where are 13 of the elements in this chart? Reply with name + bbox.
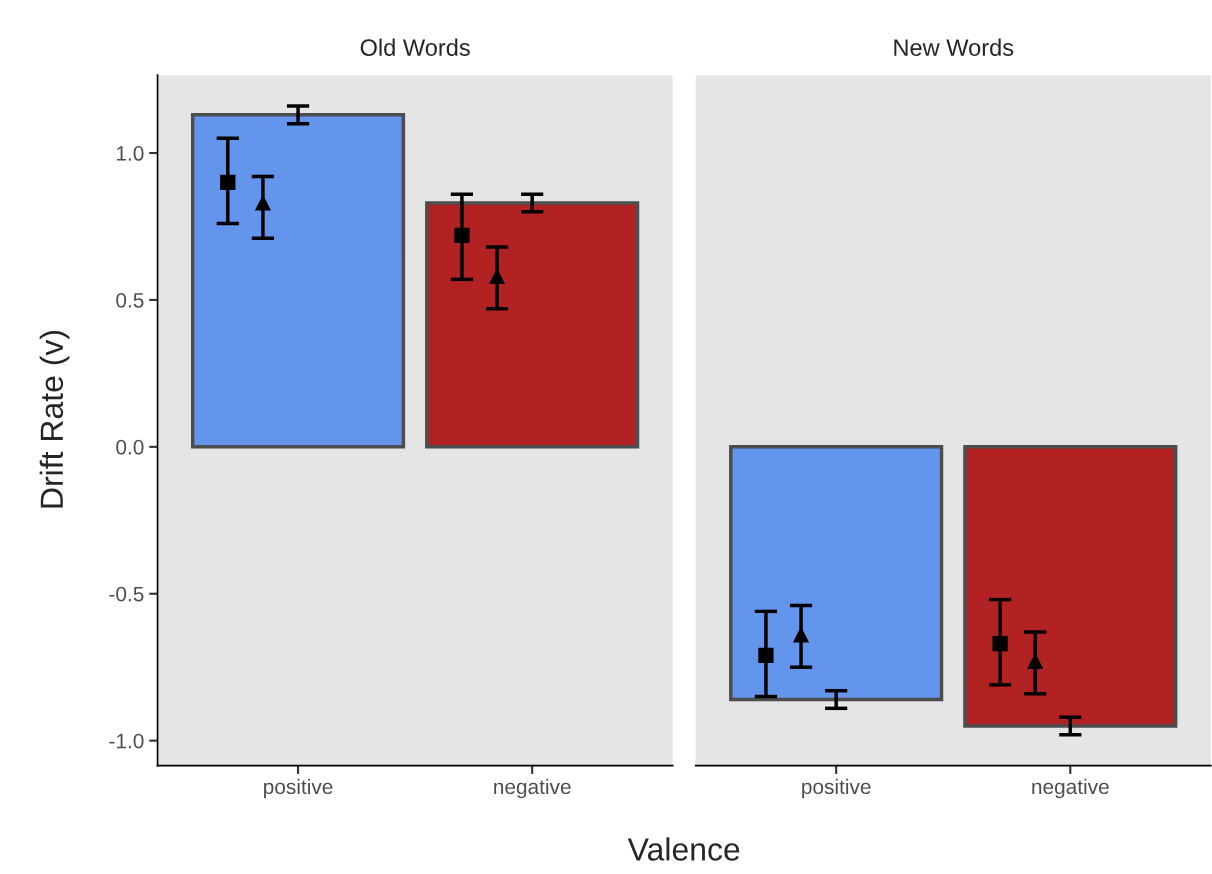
chart-title: Old Words xyxy=(360,38,470,56)
y-tick-label: 0.5 xyxy=(116,292,144,308)
y-tick-label: -1.0 xyxy=(109,733,144,749)
y-axis-title: Drift Rate (v) xyxy=(39,330,70,508)
y-tick-label: -0.5 xyxy=(109,586,144,602)
x-tick-label: negative xyxy=(1032,778,1109,799)
y-tick-label: 1.0 xyxy=(117,146,144,161)
x-tick-label: positive xyxy=(802,778,871,799)
chart-title: New Words xyxy=(894,38,1014,56)
x-tick-label: negative xyxy=(494,778,571,799)
y-tick-label: 0.0 xyxy=(116,439,144,455)
x-axis-title: Valence xyxy=(627,837,740,861)
x-tick-label: positive xyxy=(264,778,333,799)
